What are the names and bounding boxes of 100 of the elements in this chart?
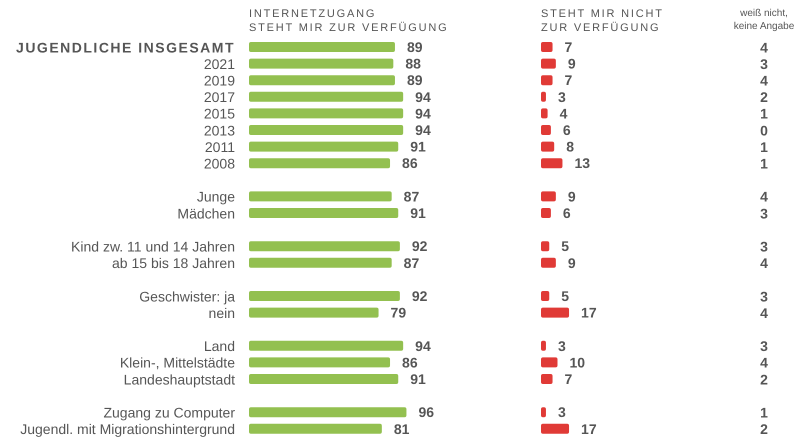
data-label: 4 xyxy=(760,39,768,56)
bar xyxy=(249,308,379,318)
y-tick-label: Jugendl. mit Migrationshintergrund xyxy=(20,421,235,438)
data-label: 0 xyxy=(760,122,768,138)
bar xyxy=(249,75,395,86)
data-label: 4 xyxy=(760,72,768,88)
bar xyxy=(541,374,553,384)
data-label: 89 xyxy=(406,38,423,55)
bar xyxy=(541,108,548,118)
y-tick-label: Zugang zu Computer xyxy=(103,404,236,420)
bar xyxy=(249,340,404,351)
data-label: 4 xyxy=(760,255,768,272)
y-tick-label: JUGENDLICHE INSGESAMT xyxy=(16,39,235,56)
data-label: 7 xyxy=(564,72,573,88)
bar xyxy=(541,42,553,52)
y-tick-label: Kind zw. 11 und 14 Jahren xyxy=(71,238,235,254)
data-label: 91 xyxy=(410,138,426,155)
data-label: 17 xyxy=(581,420,597,437)
bar xyxy=(541,258,556,268)
data-label: 1 xyxy=(760,404,768,420)
text: STEHT MIR NICHT ZUR VERFÜGUNG xyxy=(541,8,664,34)
data-label: 4 xyxy=(760,354,768,371)
data-label: 96 xyxy=(418,404,434,420)
bar xyxy=(541,58,556,69)
y-tick-label: 2017 xyxy=(204,89,236,106)
data-label: 92 xyxy=(412,238,428,254)
y-tick-label: Klein-, Mittelstädte xyxy=(120,354,236,371)
y-tick-label: 2008 xyxy=(204,156,236,172)
data-label: 91 xyxy=(410,370,426,387)
data-label: 3 xyxy=(760,56,768,72)
data-label: 4 xyxy=(560,105,568,122)
data-label: 1 xyxy=(760,156,768,172)
data-label: 8 xyxy=(566,138,574,155)
y-tick-label: Mädchen xyxy=(177,205,235,222)
data-label: 9 xyxy=(568,56,576,72)
data-label: 5 xyxy=(561,238,570,254)
data-label: 81 xyxy=(394,420,410,437)
bar xyxy=(249,208,398,218)
data-label: 3 xyxy=(558,88,566,105)
data-label: 91 xyxy=(410,204,426,221)
data-label: 87 xyxy=(404,254,420,271)
data-label: 3 xyxy=(760,338,768,354)
bar xyxy=(249,92,404,102)
data-label: 79 xyxy=(390,304,406,321)
data-label: 7 xyxy=(564,370,573,387)
bar xyxy=(541,357,558,368)
bar xyxy=(249,258,392,268)
y-tick-label: ab 15 bis 18 Jahren xyxy=(112,255,235,272)
data-label: 17 xyxy=(581,304,597,321)
bar xyxy=(249,42,395,52)
y-tick-label: 2019 xyxy=(204,72,236,88)
bar xyxy=(249,125,404,135)
data-label: 5 xyxy=(561,288,570,304)
data-label: 86 xyxy=(402,354,418,370)
y-tick-label: 2021 xyxy=(204,56,236,72)
data-label: 3 xyxy=(558,404,566,420)
y-tick-label: 2013 xyxy=(204,122,236,138)
bar xyxy=(541,291,550,301)
text: weiß nicht, keine Angabe xyxy=(732,7,796,33)
bar xyxy=(541,142,554,152)
y-tick-label: nein xyxy=(208,304,235,321)
chart-title: INTERNETZUGANG STEHT MIR ZUR VERFÜGUNG xyxy=(249,8,448,34)
data-label: 6 xyxy=(562,122,571,138)
bar xyxy=(249,374,398,384)
data-label: 92 xyxy=(412,288,428,304)
bar xyxy=(249,407,406,418)
data-label: 94 xyxy=(415,122,431,138)
bar xyxy=(541,191,556,202)
y-tick-label: 2015 xyxy=(204,106,236,122)
data-label: 1 xyxy=(760,106,768,122)
data-label: 1 xyxy=(760,138,768,155)
data-label: 3 xyxy=(558,338,566,354)
bar xyxy=(249,191,392,202)
data-label: 9 xyxy=(568,188,576,204)
bar xyxy=(249,291,400,301)
data-label: 6 xyxy=(562,204,571,221)
bar xyxy=(541,308,570,318)
y-tick-label: Geschwister: ja xyxy=(139,288,236,304)
data-label: 2 xyxy=(760,371,768,388)
data-label: 3 xyxy=(760,238,768,254)
bar xyxy=(249,158,390,168)
y-tick-label: Junge xyxy=(196,188,236,205)
data-label: 88 xyxy=(405,56,422,72)
data-label: 94 xyxy=(415,105,431,122)
bar xyxy=(541,424,570,434)
data-label: 9 xyxy=(568,254,576,271)
y-tick-label: 2011 xyxy=(204,138,236,155)
bar xyxy=(249,58,394,69)
bar xyxy=(541,75,553,86)
data-label: 4 xyxy=(760,304,768,321)
bar xyxy=(541,208,551,218)
data-label: 2 xyxy=(760,89,768,106)
data-label: 10 xyxy=(570,354,586,370)
data-label: 13 xyxy=(574,155,590,172)
data-label: 2 xyxy=(760,421,768,438)
data-label: 3 xyxy=(760,288,768,304)
data-label: 94 xyxy=(415,88,431,105)
data-label: 4 xyxy=(760,188,768,205)
bar xyxy=(541,125,551,135)
data-label: 89 xyxy=(406,72,423,88)
